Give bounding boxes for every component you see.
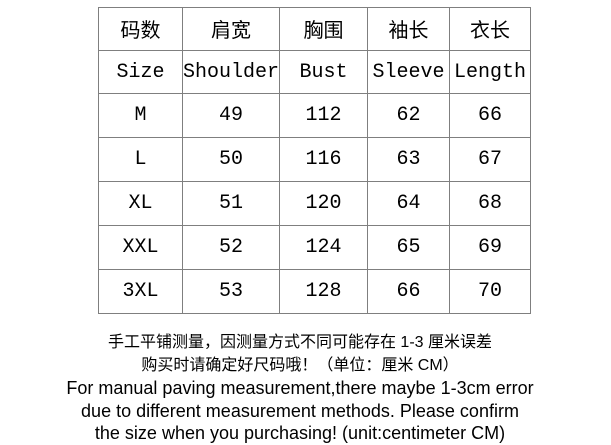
shoulder-cell: 51 (181, 181, 281, 226)
column-header-cn-sleeve: 袖长 (367, 7, 451, 51)
disclaimer-en-line2: due to different measurement methods. Pl… (81, 400, 519, 421)
table-row-xl: XL 51 120 64 68 (98, 181, 532, 226)
disclaimer-en-line3: the size when you purchasing! (unit:cent… (94, 423, 506, 443)
bust-cell: 120 (279, 181, 369, 226)
table-row-3xl: 3XL 53 128 66 70 (98, 269, 532, 314)
shoulder-cell: 49 (181, 93, 281, 138)
sleeve-cell: 64 (367, 181, 451, 226)
length-cell: 68 (449, 181, 532, 226)
size-cell: XXL (98, 225, 183, 270)
table-row-m: M 49 112 62 66 (98, 93, 532, 138)
table-header-row-cn: 码数 肩宽 胸围 袖长 衣长 (98, 7, 532, 51)
table-row-xxl: XXL 52 124 65 69 (98, 225, 532, 270)
bust-cell: 128 (279, 269, 369, 314)
size-chart-table: 码数 肩宽 胸围 袖长 衣长 Size Shoulder Bust Sleeve… (98, 7, 532, 314)
column-header-cn-shoulder: 肩宽 (181, 7, 281, 51)
sleeve-cell: 66 (367, 269, 451, 314)
column-header-en-size: Size (98, 50, 183, 94)
size-cell: 3XL (98, 269, 183, 314)
sleeve-cell: 62 (367, 93, 451, 138)
column-header-cn-size: 码数 (98, 7, 183, 51)
column-header-en-sleeve: Sleeve (367, 50, 451, 94)
disclaimer-en-line1: For manual paving measurement,there mayb… (66, 378, 534, 398)
column-header-en-bust: Bust (279, 50, 369, 94)
shoulder-cell: 50 (181, 137, 281, 182)
shoulder-cell: 52 (181, 225, 281, 270)
length-cell: 69 (449, 225, 532, 270)
column-header-cn-bust: 胸围 (279, 7, 369, 51)
size-cell: XL (98, 181, 183, 226)
column-header-en-length: Length (449, 50, 532, 94)
sleeve-cell: 63 (367, 137, 451, 182)
column-header-cn-length: 衣长 (449, 7, 532, 51)
bust-cell: 112 (279, 93, 369, 138)
disclaimer-cn-line2: 购买时请确定好尺码哦！（单位：厘米 CM） (141, 356, 459, 374)
shoulder-cell: 53 (181, 269, 281, 314)
table-header-row-en: Size Shoulder Bust Sleeve Length (98, 50, 532, 94)
length-cell: 70 (449, 269, 532, 314)
sleeve-cell: 65 (367, 225, 451, 270)
table-row-l: L 50 116 63 67 (98, 137, 532, 182)
length-cell: 67 (449, 137, 532, 182)
size-cell: M (98, 93, 183, 138)
disclaimer-cn-line1: 手工平铺测量，因测量方式不同可能存在 1-3 厘米误差 (107, 334, 493, 351)
bust-cell: 124 (279, 225, 369, 270)
size-cell: L (98, 137, 183, 182)
length-cell: 66 (449, 93, 532, 138)
column-header-en-shoulder: Shoulder (181, 50, 281, 94)
measurement-disclaimer: 手工平铺测量，因测量方式不同可能存在 1-3 厘米误差 购买时请确定好尺码哦！（… (0, 332, 600, 445)
bust-cell: 116 (279, 137, 369, 182)
